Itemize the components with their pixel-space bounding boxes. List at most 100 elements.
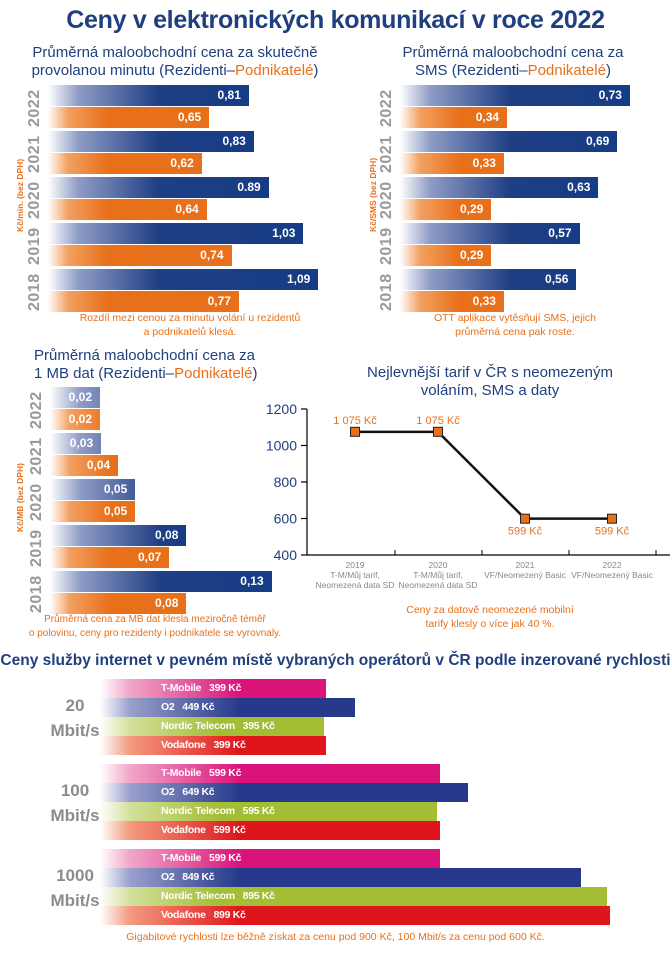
operator-name: Vodafone bbox=[161, 739, 206, 751]
y-tick-label: 800 bbox=[274, 474, 298, 490]
operator-name: Vodafone bbox=[161, 824, 206, 836]
bar-business: 0,65 bbox=[48, 107, 210, 128]
price-label: 849 Kč bbox=[182, 871, 215, 883]
data-y-axis-label: Kč/MB (bez DPH) bbox=[15, 463, 25, 532]
price-label: 895 Kč bbox=[242, 890, 275, 902]
page-title: Ceny v elektronických komunikací v roce … bbox=[66, 6, 605, 34]
data-chart-title: Průměrná maloobchodní cena za 1 MB dat (… bbox=[10, 347, 280, 383]
bar-value-label: 0,33 bbox=[472, 294, 496, 308]
bar-value-label: 0.89 bbox=[237, 180, 261, 194]
price-label: 399 Kč bbox=[213, 739, 246, 751]
bar-residents: 0,57 bbox=[400, 223, 580, 244]
price-label: 449 Kč bbox=[182, 701, 215, 713]
bar-residents: 0,13 bbox=[50, 571, 272, 592]
bar-value-label: 0,83 bbox=[222, 134, 246, 148]
operator-name: Nordic Telecom bbox=[161, 805, 235, 817]
x-tick-year: 2022 bbox=[603, 560, 622, 570]
bar-residents: 0,69 bbox=[400, 131, 618, 152]
x-tick-year: 2020 bbox=[429, 560, 448, 570]
operator-name: Vodafone bbox=[161, 909, 206, 921]
bar-label: Nordic Telecom 895 Kč bbox=[161, 890, 275, 902]
speed-value: 100 bbox=[60, 781, 90, 800]
bar-value-label: 0,56 bbox=[545, 272, 569, 286]
data-point-marker bbox=[350, 426, 360, 437]
bar-business: 0,05 bbox=[50, 501, 136, 522]
year-label: 2022 bbox=[28, 391, 45, 429]
y-tick-label: 1000 bbox=[266, 438, 297, 454]
year-label: 2020 bbox=[378, 181, 395, 219]
legend-business: Podnikatelé bbox=[174, 365, 253, 382]
bar-nordic: Nordic Telecom 595 Kč bbox=[100, 802, 438, 821]
bar-nordic: Nordic Telecom 395 Kč bbox=[100, 717, 324, 736]
operator-name: T-Mobile bbox=[161, 682, 202, 694]
sms-chart-note: OTT aplikace vytěsňují SMS, jejich průmě… bbox=[433, 312, 597, 338]
bar-residents: 0,03 bbox=[50, 433, 102, 454]
bar-vodafone: Vodafone 399 Kč bbox=[100, 736, 327, 755]
bar-business: 0,07 bbox=[50, 547, 170, 568]
bar-value-label: 0,02 bbox=[68, 390, 92, 404]
bar-value-label: 0,69 bbox=[585, 134, 610, 148]
bar-value-label: 0,08 bbox=[155, 596, 179, 610]
bar-value-label: 0,63 bbox=[567, 180, 591, 194]
bar-value-label: 0,33 bbox=[472, 156, 496, 170]
speed-label: 20 Mbit/s bbox=[30, 693, 120, 743]
year-label: 2020 bbox=[26, 181, 43, 219]
bar-business: 0,02 bbox=[50, 409, 100, 430]
bar-residents: 0,05 bbox=[50, 479, 136, 500]
bar-vodafone: Vodafone 899 Kč bbox=[100, 906, 610, 925]
bar-label: O2 849 Kč bbox=[161, 871, 215, 883]
speed-label: 1000 Mbit/s bbox=[30, 863, 120, 913]
bar-value-label: 0,29 bbox=[459, 202, 484, 216]
bar-value-label: 0,05 bbox=[103, 482, 128, 496]
operator-name: T-Mobile bbox=[161, 852, 202, 864]
bar-tmobile: T-Mobile 599 Kč bbox=[100, 849, 440, 868]
price-label: 395 Kč bbox=[242, 720, 275, 732]
year-label: 2021 bbox=[28, 437, 45, 475]
price-label: 599 Kč bbox=[209, 767, 242, 779]
x-tick-tariff: Neomezená data SD bbox=[399, 580, 478, 590]
year-label: 2018 bbox=[378, 273, 395, 311]
year-label: 2021 bbox=[378, 135, 395, 173]
internet-chart-note: Gigabitové rychlosti lze běžně získat za… bbox=[126, 931, 545, 943]
bar-business: 0,64 bbox=[48, 199, 207, 220]
x-tick-operator: VF/Neomezený Basic bbox=[484, 570, 566, 580]
bar-business: 0,33 bbox=[400, 153, 504, 174]
bar-label: Vodafone 399 Kč bbox=[161, 739, 246, 751]
x-tick-year: 2021 bbox=[516, 560, 535, 570]
bar-residents: 0,02 bbox=[50, 387, 100, 408]
speed-unit: Mbit/s bbox=[50, 721, 100, 740]
bar-value-label: 1,03 bbox=[272, 226, 296, 240]
year-label: 2021 bbox=[26, 135, 43, 173]
minute-title-line1: Průměrná maloobchodní cena za skutečně bbox=[32, 44, 318, 61]
bar-o2: O2 849 Kč bbox=[100, 868, 582, 887]
data-title-line2: 1 MB dat (Rezidenti–Podnikatelé) bbox=[34, 365, 258, 382]
price-label: 649 Kč bbox=[182, 786, 215, 798]
price-label: 899 Kč bbox=[213, 909, 246, 921]
bar-label: Vodafone 599 Kč bbox=[161, 824, 246, 836]
price-label: 599 Kč bbox=[213, 824, 246, 836]
bar-label: T-Mobile 399 Kč bbox=[161, 682, 241, 694]
data-chart-note: Průměrná cena za MB dat klesla meziročně… bbox=[28, 614, 282, 639]
bar-label: Vodafone 899 Kč bbox=[161, 909, 246, 921]
data-point-marker bbox=[607, 513, 617, 524]
data-point-label: 1 075 Kč bbox=[416, 415, 460, 427]
minute-chart-title: Průměrná maloobchodní cena za skutečně p… bbox=[10, 44, 340, 80]
bar-residents: 0,08 bbox=[50, 525, 187, 546]
data-title-line1: Průměrná maloobchodní cena za bbox=[34, 347, 255, 364]
bar-business: 0,77 bbox=[48, 291, 239, 312]
data-point-marker bbox=[520, 513, 530, 524]
bar-residents: 0,73 bbox=[400, 85, 630, 106]
bar-business: 0,08 bbox=[50, 593, 187, 614]
bar-business: 0,04 bbox=[50, 455, 119, 476]
bar-value-label: 0,07 bbox=[137, 550, 162, 564]
bar-nordic: Nordic Telecom 895 Kč bbox=[100, 887, 608, 906]
price-label: 595 Kč bbox=[242, 805, 275, 817]
bar-value-label: 0,77 bbox=[207, 294, 231, 308]
bar-business: 0,74 bbox=[48, 245, 232, 266]
minute-title-line2: provolanou minutu (Rezidenti–Podnikatelé… bbox=[31, 62, 319, 79]
bar-residents: 1,09 bbox=[48, 269, 319, 290]
bar-value-label: 0,08 bbox=[155, 528, 179, 542]
legend-business: Podnikatelé bbox=[527, 62, 606, 79]
bar-value-label: 0,64 bbox=[175, 202, 199, 216]
year-label: 2019 bbox=[26, 227, 43, 265]
